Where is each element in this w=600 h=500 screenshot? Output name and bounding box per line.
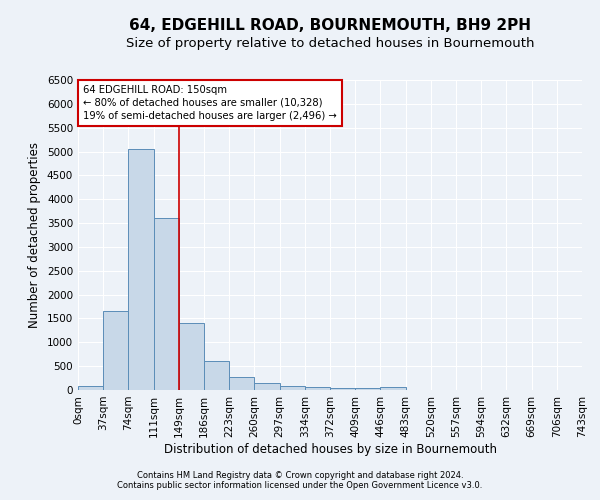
Bar xyxy=(78,386,103,390)
Text: Size of property relative to detached houses in Bournemouth: Size of property relative to detached ho… xyxy=(126,38,534,51)
Bar xyxy=(254,384,280,390)
Bar xyxy=(154,218,179,390)
Text: Contains public sector information licensed under the Open Government Licence v3: Contains public sector information licen… xyxy=(118,480,482,490)
Y-axis label: Number of detached properties: Number of detached properties xyxy=(28,142,41,328)
Bar xyxy=(179,323,204,390)
X-axis label: Distribution of detached houses by size in Bournemouth: Distribution of detached houses by size … xyxy=(163,442,497,456)
Bar xyxy=(305,387,330,390)
Bar xyxy=(330,388,355,390)
Text: 64, EDGEHILL ROAD, BOURNEMOUTH, BH9 2PH: 64, EDGEHILL ROAD, BOURNEMOUTH, BH9 2PH xyxy=(129,18,531,32)
Text: Contains HM Land Registry data © Crown copyright and database right 2024.: Contains HM Land Registry data © Crown c… xyxy=(137,470,463,480)
Bar xyxy=(229,377,254,390)
Bar xyxy=(103,312,128,390)
Bar xyxy=(280,386,305,390)
Bar xyxy=(355,388,380,390)
Bar xyxy=(128,149,154,390)
Bar xyxy=(380,387,406,390)
Bar xyxy=(204,362,229,390)
Text: 64 EDGEHILL ROAD: 150sqm
← 80% of detached houses are smaller (10,328)
19% of se: 64 EDGEHILL ROAD: 150sqm ← 80% of detach… xyxy=(83,84,337,121)
